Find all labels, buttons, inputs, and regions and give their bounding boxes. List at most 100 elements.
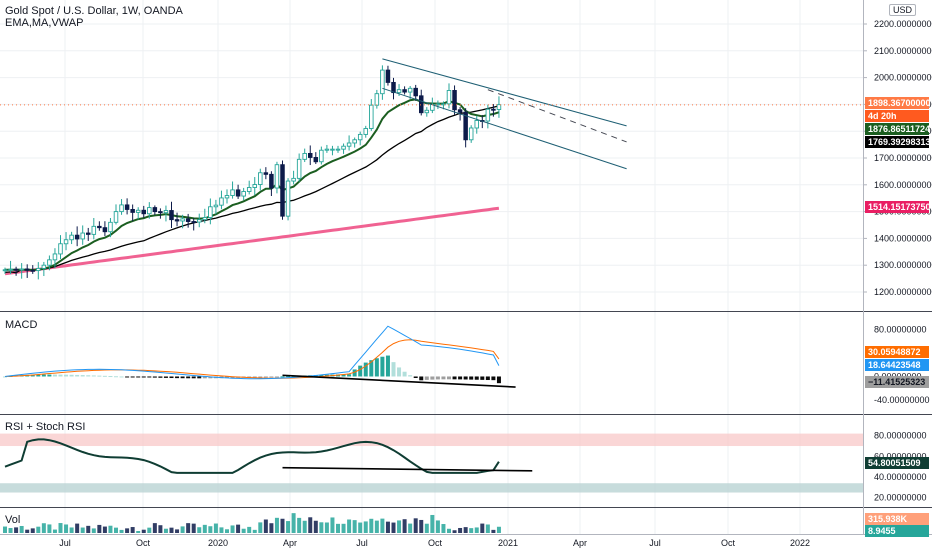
- rsi-divergence-line: [282, 466, 533, 472]
- volume-bar: [391, 522, 396, 533]
- currency-badge[interactable]: USD: [889, 4, 917, 16]
- x-tick-label: Jul: [649, 538, 661, 548]
- candle: [346, 142, 352, 147]
- volume-bar: [114, 527, 118, 533]
- symbol-title[interactable]: Gold Spot / U.S. Dollar, 1W, OANDA: [5, 5, 183, 17]
- macd-histogram-bar: [347, 374, 352, 377]
- macd-histogram-bar: [86, 375, 91, 377]
- candle: [241, 191, 246, 197]
- macd-histogram-bar: [458, 376, 463, 380]
- current-price-label-bg: [865, 97, 929, 109]
- macd-histogram-bar: [3, 376, 7, 378]
- candle: [341, 145, 346, 150]
- macd-pane[interactable]: [3, 325, 516, 388]
- volume-pane[interactable]: [3, 513, 501, 533]
- volume-bar: [319, 522, 324, 533]
- price-pane[interactable]: [0, 58, 863, 280]
- macd-histogram-bar: [114, 376, 118, 378]
- volume-bar: [80, 527, 85, 533]
- volume-bar: [230, 525, 235, 533]
- macd-histogram-bar: [341, 374, 346, 377]
- candle: [291, 177, 296, 182]
- macd-histogram-bar: [480, 376, 485, 380]
- y-tick-label: 2100.00000000: [874, 46, 932, 56]
- volume-bar: [141, 529, 146, 533]
- candle: [108, 221, 113, 233]
- macd-value-label-bg: [865, 359, 929, 371]
- volume-bar: [280, 518, 285, 533]
- candle: [269, 173, 274, 189]
- volume-bar: [474, 527, 479, 533]
- macd-histogram-bar: [175, 376, 180, 379]
- volume-bar: [374, 520, 379, 533]
- volume-bar: [369, 518, 374, 533]
- volume-bar: [208, 526, 213, 533]
- candle: [280, 164, 285, 217]
- candle: [330, 148, 335, 151]
- macd-histogram-bar: [163, 376, 168, 378]
- candle: [474, 120, 480, 129]
- macd-histogram-bar: [186, 376, 191, 379]
- volume-bar: [52, 529, 57, 533]
- macd-histogram-bar: [463, 376, 468, 380]
- candle: [296, 158, 302, 179]
- volume-bar: [441, 524, 446, 533]
- rsi-line: [4, 438, 500, 474]
- x-tick-label: Jul: [59, 538, 71, 548]
- x-tick-label: Apr: [573, 538, 587, 548]
- volume-bar: [36, 526, 41, 533]
- macd-tick-label: -40.00000000: [874, 395, 930, 405]
- candle: [135, 209, 141, 213]
- volume-bar: [263, 519, 268, 533]
- volume-bar: [130, 527, 135, 533]
- volume-bar: [413, 518, 418, 533]
- volume-bar: [463, 527, 468, 533]
- y-tick-label: 2200.00000000: [874, 19, 932, 29]
- vwap-value-label-bg: [865, 201, 929, 213]
- volume-bar: [430, 514, 435, 533]
- candle: [36, 267, 41, 272]
- ma-value-label-bg: [865, 136, 929, 148]
- candle: [141, 209, 146, 215]
- volume-bar: [47, 524, 52, 533]
- macd-histogram-bar: [91, 375, 96, 377]
- macd-histogram-bar: [119, 376, 124, 378]
- volume-bar: [197, 527, 202, 533]
- macd-histogram-bar: [130, 376, 135, 378]
- volume-bar: [247, 526, 252, 533]
- candle: [180, 218, 185, 222]
- candle: [202, 217, 208, 221]
- rsi-pane[interactable]: [0, 433, 863, 493]
- macd-histogram-bar: [125, 376, 130, 378]
- grid: [0, 0, 932, 535]
- candle: [452, 90, 457, 111]
- volume-bar: [75, 523, 80, 533]
- ma-line: [4, 105, 500, 274]
- macd-histogram-bar: [363, 362, 368, 377]
- y-tick-label: 1300.00000000: [874, 260, 932, 270]
- candle: [219, 197, 224, 206]
- volume-bar: [313, 520, 318, 533]
- y-tick-label: 1400.00000000: [874, 233, 932, 243]
- macd-histogram-bar: [152, 376, 157, 378]
- candle: [380, 69, 385, 95]
- volume-bar: [213, 523, 218, 533]
- volume-bar: [219, 527, 224, 533]
- macd-histogram-bar: [496, 376, 501, 384]
- ma-value-label: 1769.39298313: [868, 137, 931, 147]
- candle: [496, 104, 502, 110]
- volume-bar: [186, 523, 191, 533]
- volume-bar: [352, 520, 357, 533]
- volume-bar: [69, 527, 74, 533]
- macd-histogram-bar: [485, 376, 490, 381]
- volume-bar: [458, 527, 463, 533]
- macd-histogram-bar: [402, 371, 407, 377]
- volume-bar: [491, 529, 496, 533]
- volume-title: Vol: [5, 514, 21, 526]
- candle: [369, 104, 374, 129]
- macd-histogram-bar: [286, 376, 291, 378]
- indicator-list[interactable]: EMA,MA,VWAP: [5, 17, 84, 29]
- volume-bar: [424, 523, 429, 533]
